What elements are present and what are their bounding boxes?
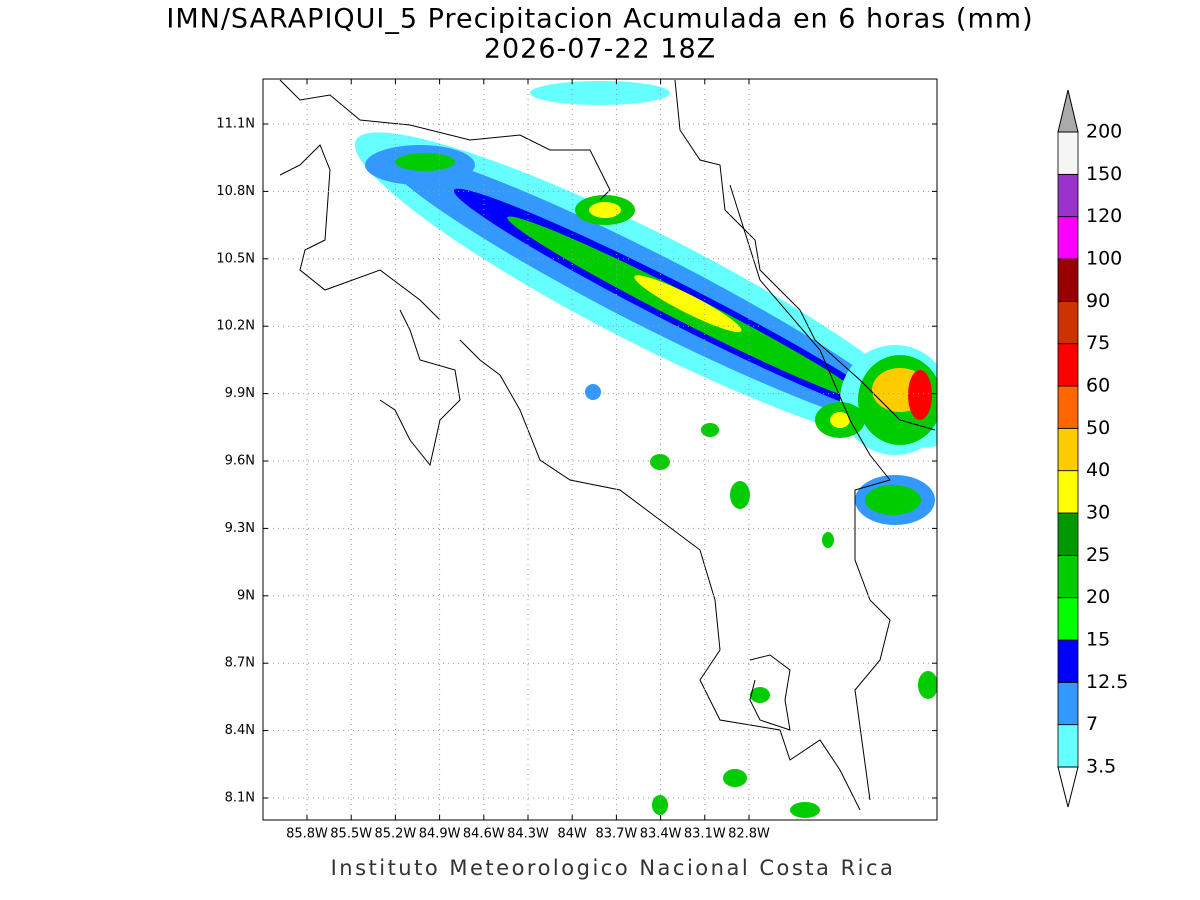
colorbar-swatch	[1057, 597, 1079, 641]
colorbar-label: 20	[1086, 586, 1110, 608]
lon-tick-label: 84.3W	[507, 827, 549, 842]
colorbar-label: 60	[1086, 375, 1110, 397]
lat-tick-label: 9N	[237, 588, 255, 603]
colorbar-swatch	[1057, 681, 1079, 726]
lat-tick-label: 10.2N	[216, 319, 255, 334]
colorbar-label: 40	[1086, 459, 1110, 481]
lon-tick-label: 85.8W	[286, 827, 328, 842]
colorbar-swatch	[1057, 554, 1079, 599]
map-frame	[262, 78, 938, 821]
colorbar-label: 30	[1086, 502, 1110, 524]
colorbar-label: 100	[1086, 248, 1122, 270]
lon-tick-label: 83.1W	[684, 827, 726, 842]
colorbar-swatch	[1057, 427, 1079, 472]
colorbar-label: 75	[1086, 332, 1110, 354]
lon-tick-label: 82.8W	[728, 827, 770, 842]
lon-tick-label: 84.9W	[419, 827, 461, 842]
lon-tick-label: 85.5W	[330, 827, 372, 842]
lat-tick-label: 9.6N	[225, 454, 255, 469]
colorbar-swatch	[1057, 300, 1079, 345]
lon-tick-label: 83.7W	[595, 827, 637, 842]
precipitation-field	[354, 81, 937, 818]
colorbar-label: 3.5	[1086, 756, 1116, 778]
colorbar-label: 25	[1086, 544, 1110, 566]
colorbar-label: 50	[1086, 417, 1110, 439]
colorbar-swatch	[1057, 131, 1079, 175]
lat-tick-label: 10.5N	[216, 251, 255, 266]
colorbar-swatch	[1057, 470, 1079, 514]
lat-tick-label: 11.1N	[216, 117, 255, 132]
lon-tick-label: 85.2W	[374, 827, 416, 842]
colorbar-label: 12.5	[1086, 671, 1128, 693]
lon-tick-label: 84W	[557, 827, 587, 842]
map-subtitle: 2026-07-22 18Z	[484, 34, 716, 65]
colorbar-swatch	[1057, 639, 1079, 683]
colorbar-label: 150	[1086, 163, 1122, 185]
lat-tick-label: 8.7N	[225, 656, 255, 671]
map-title: IMN/SARAPIQUI_5 Precipitacion Acumulada …	[166, 4, 1033, 35]
colorbar-label: 120	[1086, 205, 1122, 227]
colorbar-label: 90	[1086, 290, 1110, 312]
colorbar-swatch	[1057, 216, 1079, 260]
coastline	[279, 79, 936, 811]
lat-tick-label: 8.4N	[225, 723, 255, 738]
lat-tick-label: 10.8N	[216, 184, 255, 199]
colorbar-label: 15	[1086, 629, 1110, 651]
colorbar-label: 7	[1086, 713, 1098, 735]
colorbar-swatch	[1057, 724, 1079, 768]
colorbar-under	[1057, 766, 1079, 808]
colorbar-swatch	[1057, 258, 1079, 302]
lat-tick-label: 9.3N	[225, 521, 255, 536]
lat-tick-label: 9.9N	[225, 386, 255, 401]
lon-tick-label: 83.4W	[640, 827, 682, 842]
colorbar-swatch	[1057, 512, 1079, 556]
colorbar-swatch	[1057, 343, 1079, 387]
colorbar-over	[1057, 89, 1079, 133]
colorbar-swatch	[1057, 173, 1079, 218]
colorbar-swatch	[1057, 385, 1079, 429]
colorbar-label: 200	[1086, 121, 1122, 143]
footer-credit: Instituto Meteorologico Nacional Costa R…	[331, 856, 896, 880]
lon-tick-label: 84.6W	[463, 827, 505, 842]
lat-tick-label: 8.1N	[225, 791, 255, 806]
